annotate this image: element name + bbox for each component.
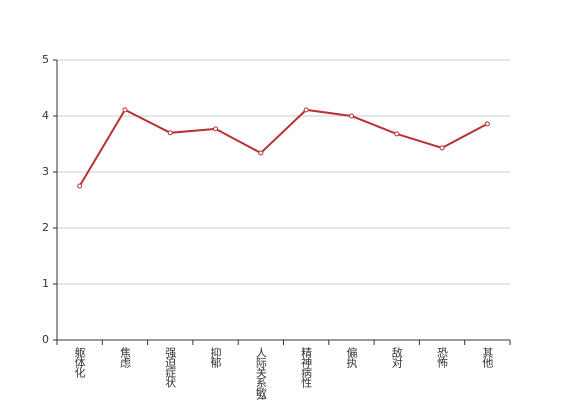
point: [213, 126, 219, 132]
y-tick-label: 2: [42, 221, 49, 234]
point: [484, 121, 490, 127]
line: [78, 108, 488, 187]
y-tick-label: 3: [42, 165, 49, 178]
x-tick-label: 其他: [481, 347, 494, 368]
y-tick-label: 0: [42, 333, 49, 346]
point: [348, 113, 354, 119]
x-tick-label: 强迫症状: [164, 347, 177, 388]
point: [303, 107, 309, 113]
x-tick-label: 敌对: [390, 346, 403, 368]
point: [258, 150, 264, 156]
x-tick-label: 抑郁: [209, 346, 222, 368]
y-tick-label: 4: [42, 109, 49, 122]
x-tick-label: 躯体化: [73, 347, 86, 379]
point: [77, 183, 83, 189]
x-tick-label: 精神病性: [300, 347, 313, 389]
x-tick-label: 偏执: [345, 346, 358, 369]
x-tick-label: 恐怖: [436, 347, 449, 368]
point: [394, 131, 400, 137]
x-tick-label: 焦虑: [118, 347, 131, 368]
y-tick-label: 1: [42, 277, 49, 290]
y-tick-label: 5: [42, 53, 49, 66]
point: [167, 130, 173, 136]
point: [122, 107, 128, 113]
x-tick-label: 人际关系敏感: [254, 347, 267, 400]
point: [439, 145, 445, 151]
